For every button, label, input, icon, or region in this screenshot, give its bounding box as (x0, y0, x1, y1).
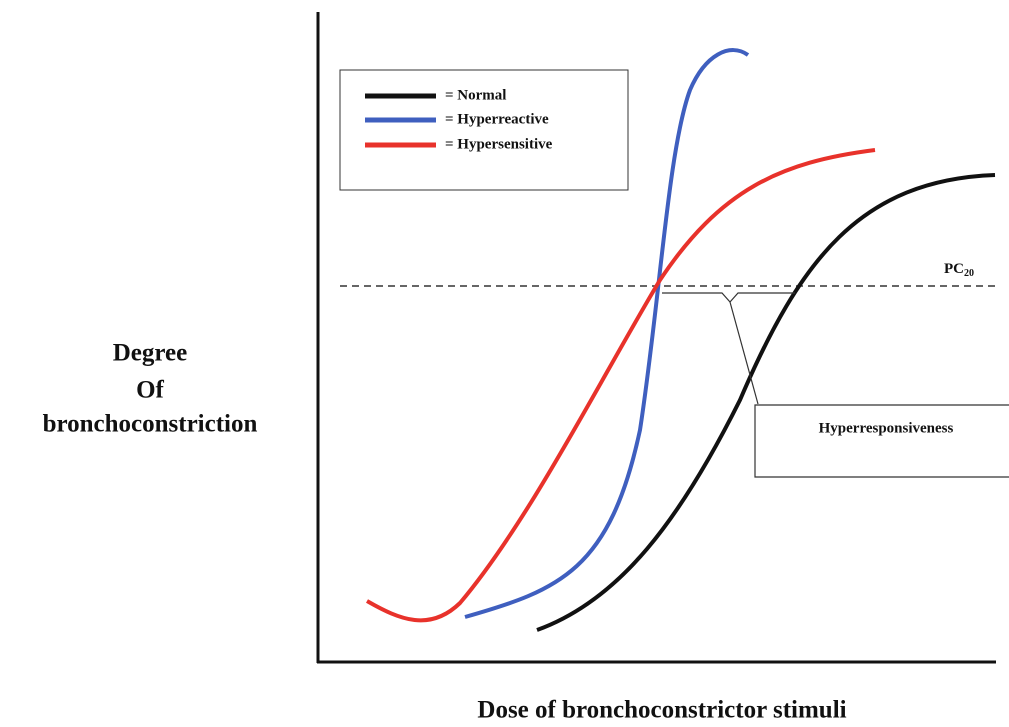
threshold-text: PC (944, 261, 964, 277)
bracket (662, 292, 795, 303)
legend-label: = Hypersensitive (445, 136, 553, 152)
threshold-subscript: 20 (964, 268, 974, 279)
legend-label: = Hyperreactive (445, 111, 549, 127)
normal-curve (536, 173, 996, 632)
hyperreactive-curve (464, 48, 750, 619)
x-axis-label: Dose of bronchoconstrictor stimuli (477, 697, 846, 724)
y-axis-label: Of (136, 377, 164, 404)
callout-label: Hyperresponsiveness (819, 420, 954, 436)
legend-box (339, 69, 629, 191)
hypersensitive-curve (366, 148, 876, 623)
y-axis-label: Degree (113, 340, 188, 367)
callout-box (754, 404, 1009, 478)
y-axis-label: bronchoconstriction (43, 411, 258, 438)
threshold-label: PC20 (944, 261, 974, 279)
legend-label: = Normal (445, 87, 506, 103)
callout-pointer (729, 301, 759, 405)
